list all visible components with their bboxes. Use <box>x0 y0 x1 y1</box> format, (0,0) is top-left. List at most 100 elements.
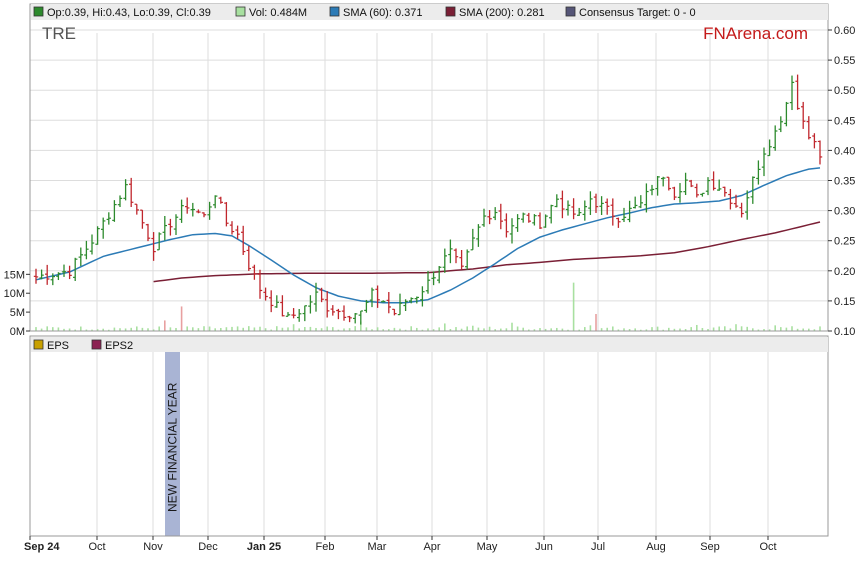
price-bar <box>633 196 638 209</box>
volume-tick-label: 10M <box>4 288 25 300</box>
price-bar <box>336 308 341 320</box>
price-bar <box>683 172 688 196</box>
price-bar <box>84 240 89 260</box>
price-bar <box>168 218 173 236</box>
price-bar <box>767 139 772 157</box>
x-tick-label: Apr <box>423 541 440 553</box>
price-bar <box>341 305 347 321</box>
price-bar <box>263 287 268 301</box>
x-tick-label: May <box>477 541 498 553</box>
legend-label: EPS <box>47 340 69 352</box>
sma200-layer <box>153 221 821 283</box>
price-bar <box>201 212 207 218</box>
price-bar <box>285 312 291 317</box>
price-bar <box>67 265 72 280</box>
price-bar <box>134 203 139 215</box>
ticker-label: TRE <box>42 24 76 43</box>
price-bar <box>448 239 453 264</box>
price-bar <box>733 194 739 208</box>
price-bar <box>571 198 576 220</box>
price-bar <box>677 183 683 203</box>
price-bar <box>470 228 475 251</box>
x-tick-label: Jan 25 <box>247 541 281 553</box>
y-tick-label: 0.50 <box>834 85 855 97</box>
legend-swatch <box>235 6 246 17</box>
sma60-line <box>35 167 821 304</box>
price-bar <box>487 209 492 225</box>
price-bar <box>521 212 526 223</box>
price-bar <box>302 305 307 322</box>
x-tick-label: Feb <box>316 541 335 553</box>
price-bar <box>599 196 604 216</box>
price-bar <box>257 269 263 299</box>
price-bar <box>420 286 425 307</box>
x-tick-label: Nov <box>143 541 163 553</box>
volume-tick-label: 5M <box>10 307 25 319</box>
legend-label: Op:0.39, Hi:0.43, Lo:0.39, Cl:0.39 <box>47 7 211 19</box>
price-bar <box>123 179 128 201</box>
new-financial-year-label: NEW FINANCIAL YEAR <box>166 382 180 512</box>
price-bar <box>313 282 319 312</box>
price-bar <box>207 201 212 220</box>
sma60-layer <box>35 167 821 304</box>
price-bar <box>621 207 627 223</box>
price-bar <box>364 299 369 313</box>
price-bar <box>235 225 240 240</box>
price-bar <box>61 264 67 277</box>
price-bar <box>157 232 162 251</box>
price-bar <box>644 183 649 213</box>
x-tick-label: Jul <box>591 541 605 553</box>
price-bar <box>297 309 302 322</box>
price-bar <box>397 293 403 316</box>
legend-swatch <box>565 6 576 17</box>
price-legend-strip <box>31 4 828 20</box>
y-tick-label: 0.55 <box>834 55 855 67</box>
legend-swatch <box>329 6 340 17</box>
legend-label: Vol: 0.484M <box>249 7 307 19</box>
price-bar <box>812 133 817 149</box>
price-bar <box>739 202 744 218</box>
price-legend-item: Consensus Target: 0 - 0 <box>565 6 696 19</box>
y-tick-label: 0.60 <box>834 25 855 37</box>
x-tick-label: Sep 24 <box>24 541 60 553</box>
legend-label: EPS2 <box>105 340 133 352</box>
price-bar <box>705 177 711 196</box>
volume-tick-label: 15M <box>4 269 25 281</box>
price-bar <box>554 194 559 208</box>
price-bar <box>112 200 117 222</box>
price-bar <box>722 186 727 197</box>
price-bar <box>224 202 229 227</box>
price-bar <box>610 198 615 226</box>
price-bar <box>409 297 414 304</box>
price-bar <box>498 203 503 230</box>
y-tick-label: 0.10 <box>834 326 855 338</box>
price-legend-item: Vol: 0.484M <box>235 6 307 19</box>
price-bar <box>89 234 95 255</box>
price-bar <box>101 217 106 239</box>
price-bar <box>711 171 716 191</box>
price-bar <box>655 176 660 196</box>
price-bar <box>39 269 44 280</box>
price-bar <box>717 179 722 191</box>
price-bar <box>582 200 587 221</box>
price-bar <box>73 257 78 281</box>
price-bar <box>179 199 184 223</box>
price-bar <box>577 207 582 216</box>
brand-watermark: FNArena.com <box>703 24 808 43</box>
price-bar <box>375 285 380 308</box>
volume-tick-label: 0M <box>10 326 25 338</box>
price-bar <box>330 305 335 316</box>
price-bar <box>319 287 324 303</box>
sma200-line <box>153 221 821 283</box>
y-tick-label: 0.25 <box>834 236 855 248</box>
price-bar <box>537 212 543 229</box>
price-bar <box>543 214 548 228</box>
price-bar <box>778 116 783 133</box>
price-bar <box>392 308 397 316</box>
price-bar <box>504 213 509 238</box>
price-bar <box>476 224 481 247</box>
x-tick-label: Aug <box>646 541 666 553</box>
price-bar <box>196 209 201 214</box>
